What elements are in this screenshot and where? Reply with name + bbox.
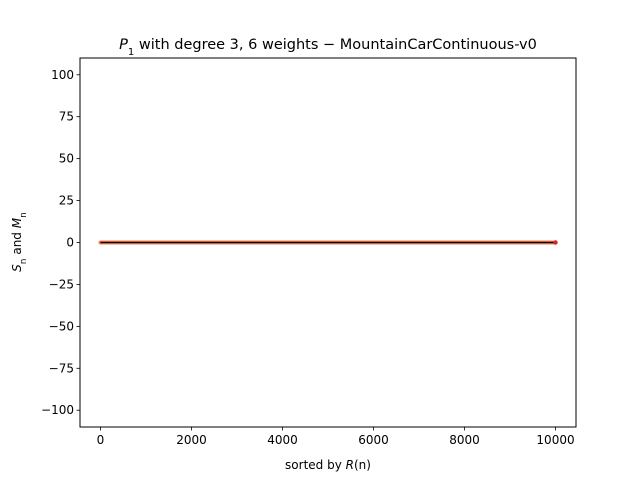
chart-title: P1 with degree 3, 6 weights − MountainCa… — [119, 37, 537, 58]
y-tick-label: 0 — [66, 236, 74, 250]
plot-frame — [79, 57, 577, 428]
x-tick-label: 6000 — [358, 433, 389, 447]
x-tick-label: 8000 — [449, 433, 480, 447]
x-tick-label: 2000 — [176, 433, 207, 447]
y-tick-label: 75 — [59, 110, 74, 124]
x-tick-label: 0 — [97, 433, 105, 447]
y-tick-label: 25 — [59, 194, 74, 208]
x-tick-label: 4000 — [267, 433, 298, 447]
y-axis-label-s: S — [10, 264, 24, 272]
y-axis-ticks: −100 −75 −50 −25 0 25 50 75 100 — [41, 68, 80, 417]
x-axis-label: sorted by R(n) — [285, 458, 371, 472]
y-axis-label-mid: and — [10, 228, 24, 258]
series-end-point — [553, 240, 558, 245]
x-axis-ticks: 0 2000 4000 6000 8000 10000 — [97, 427, 575, 447]
y-axis-label: Sn and Mn — [10, 212, 29, 272]
y-axis-label-s-sub: n — [19, 258, 29, 264]
y-tick-label: −25 — [49, 277, 74, 291]
y-axis-label-m-sub: n — [19, 212, 29, 218]
title-text: with degree 3, 6 weights − MountainCarCo… — [134, 37, 537, 53]
y-axis-label-m: M — [10, 217, 24, 228]
title-subscript: 1 — [128, 47, 134, 58]
y-tick-label: −50 — [49, 319, 74, 333]
y-tick-label: 100 — [51, 68, 74, 82]
x-axis-label-suffix: (n) — [354, 458, 371, 472]
point-layer — [553, 240, 558, 245]
title-math: P — [119, 37, 128, 53]
y-tick-label: 50 — [59, 152, 74, 166]
x-axis-label-math: R — [346, 458, 354, 472]
y-tick-label: −75 — [49, 361, 74, 375]
x-axis-label-prefix: sorted by — [285, 458, 346, 472]
y-tick-label: −100 — [41, 403, 74, 417]
x-tick-label: 10000 — [536, 433, 574, 447]
